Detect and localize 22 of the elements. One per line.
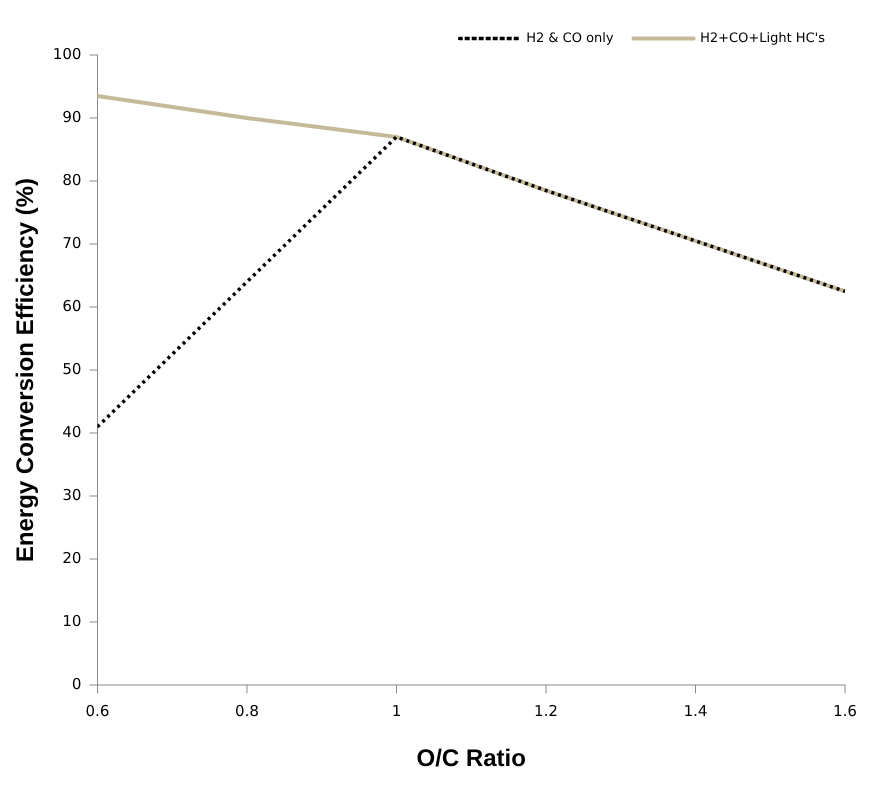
y-tick-label: 40: [62, 423, 82, 442]
x-tick-label: 1.6: [833, 702, 857, 720]
y-tick-label: 10: [62, 612, 82, 630]
x-tick-label: 0.6: [86, 702, 110, 720]
legend-label: H2 & CO only: [526, 30, 614, 46]
x-tick-label: 0.8: [235, 702, 259, 720]
y-tick-label: 100: [52, 44, 82, 63]
x-axis-title: O/C Ratio: [416, 745, 526, 772]
line-series: [97, 135, 845, 429]
y-tick-label: 20: [62, 549, 82, 568]
x-tick-label: 1: [392, 702, 402, 720]
x-tick-label: 1.2: [534, 702, 558, 720]
y-tick-label: 70: [62, 234, 82, 252]
y-tick-label: 30: [62, 486, 82, 504]
x-tick-label: 1.4: [684, 702, 708, 720]
y-tick-label: 60: [62, 296, 82, 315]
y-axis-title: Energy Conversion Efficiency (%): [12, 178, 40, 562]
y-tick-label: 0: [72, 675, 82, 694]
y-tick-label: 50: [62, 360, 82, 378]
legend-label: H2+CO+Light HC's: [700, 30, 826, 46]
y-tick-label: 90: [62, 108, 82, 126]
y-tick-label: 80: [62, 170, 82, 189]
